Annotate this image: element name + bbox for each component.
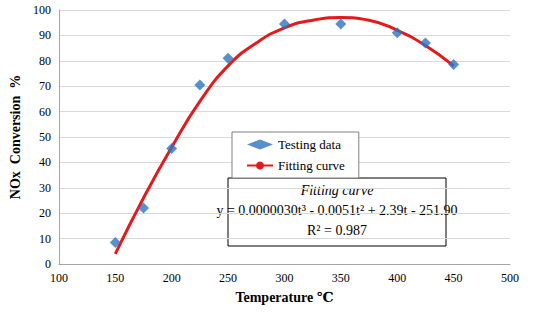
svg-text:Temperature ℃: Temperature ℃ — [235, 290, 333, 305]
svg-text:90: 90 — [39, 28, 51, 42]
svg-text:y = 0.0000030t³ - 0.0051t² + 2: y = 0.0000030t³ - 0.0051t² + 2.39t - 251… — [216, 203, 457, 218]
svg-text:40: 40 — [39, 155, 51, 169]
svg-text:Fitting curve: Fitting curve — [300, 183, 374, 198]
svg-text:350: 350 — [332, 271, 350, 285]
svg-text:250: 250 — [219, 271, 237, 285]
svg-text:20: 20 — [39, 206, 51, 220]
svg-text:100: 100 — [50, 271, 68, 285]
svg-text:100: 100 — [33, 3, 51, 17]
svg-text:Fitting curve: Fitting curve — [278, 158, 345, 173]
svg-text:500: 500 — [501, 271, 519, 285]
svg-text:400: 400 — [388, 271, 406, 285]
svg-text:70: 70 — [39, 79, 51, 93]
svg-text:50: 50 — [39, 130, 51, 144]
svg-text:30: 30 — [39, 181, 51, 195]
svg-text:R² = 0.987: R² = 0.987 — [307, 223, 367, 238]
svg-text:10: 10 — [39, 232, 51, 246]
svg-text:200: 200 — [163, 271, 181, 285]
svg-text:150: 150 — [106, 271, 124, 285]
svg-text:NOx Conversion %: NOx Conversion % — [8, 75, 23, 199]
svg-text:80: 80 — [39, 54, 51, 68]
svg-text:Testing data: Testing data — [278, 137, 341, 152]
svg-text:450: 450 — [445, 271, 463, 285]
svg-text:300: 300 — [275, 271, 293, 285]
svg-text:60: 60 — [39, 105, 51, 119]
svg-text:0: 0 — [45, 257, 51, 271]
